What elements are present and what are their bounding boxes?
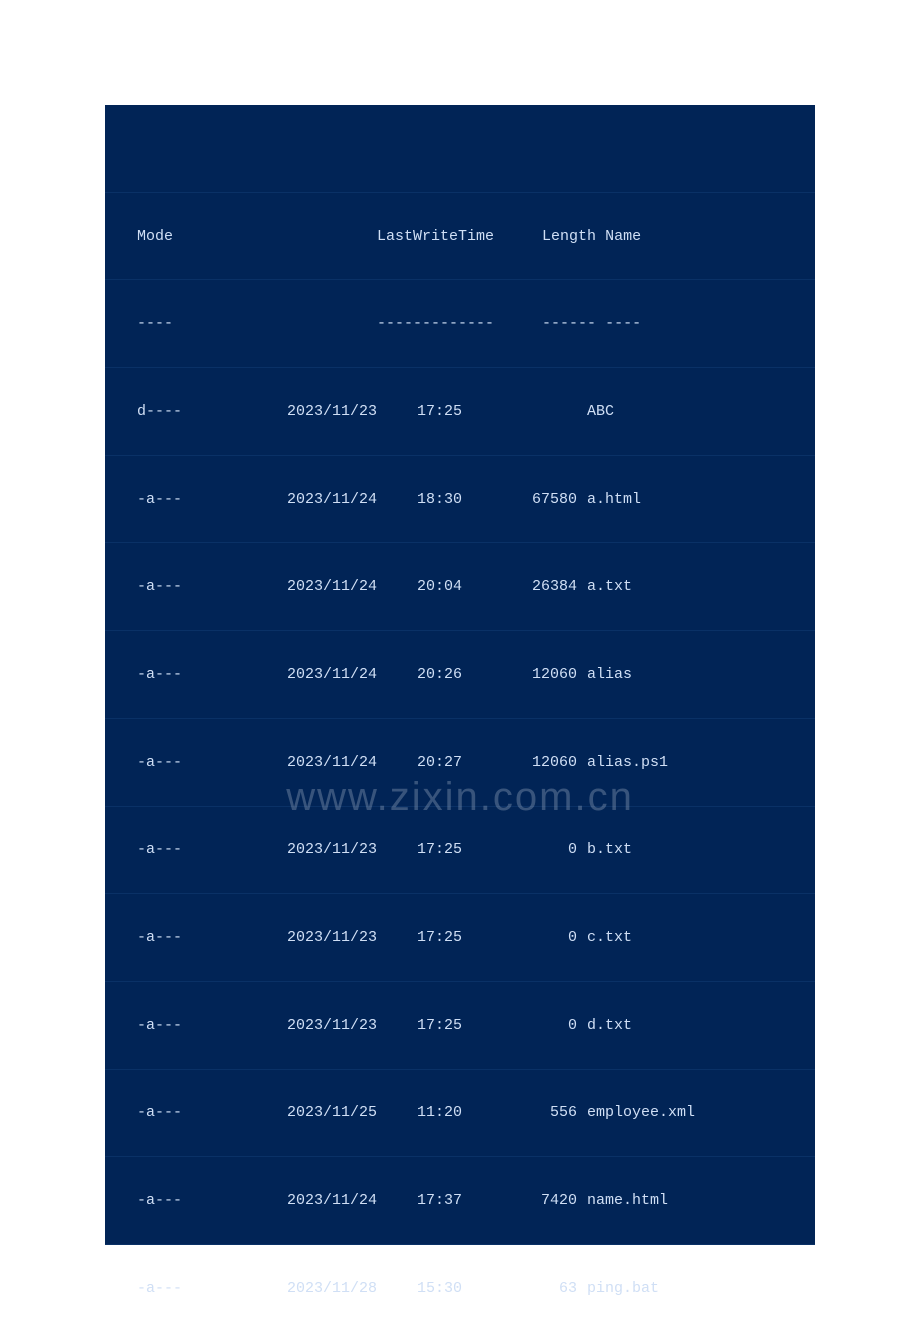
cell-length: 0 (462, 841, 577, 858)
cell-time: 17:25 (377, 841, 462, 858)
cell-mode: -a--- (137, 1192, 212, 1209)
header-mode: Mode (137, 228, 212, 245)
sep-length-name: ------ ---- (494, 315, 641, 332)
cell-time: 20:04 (377, 578, 462, 595)
cell-time: 20:27 (377, 754, 462, 771)
cell-length: 12060 (462, 666, 577, 683)
rows-container: d----2023/11/2317:25ABC-a---2023/11/2418… (105, 368, 815, 1333)
header-row: Mode LastWriteTime Length Name (105, 193, 815, 281)
cell-mode: -a--- (137, 491, 212, 508)
cell-length: 63 (462, 1280, 577, 1297)
cell-date: 2023/11/24 (212, 666, 377, 683)
cell-length: 12060 (462, 754, 577, 771)
cell-date: 2023/11/24 (212, 491, 377, 508)
cell-name: alias.ps1 (577, 754, 668, 771)
cell-time: 17:37 (377, 1192, 462, 1209)
cell-date: 2023/11/24 (212, 578, 377, 595)
table-row: -a---2023/11/2420:0426384a.txt (105, 543, 815, 631)
cell-time: 20:26 (377, 666, 462, 683)
table-row: -a---2023/11/2418:3067580a.html (105, 456, 815, 544)
cell-name: d.txt (577, 1017, 632, 1034)
cell-name: alias (577, 666, 632, 683)
cell-length: 0 (462, 1017, 577, 1034)
cell-time: 18:30 (377, 491, 462, 508)
cell-mode: -a--- (137, 1104, 212, 1121)
cell-name: ABC (577, 403, 614, 420)
cell-name: a.html (577, 491, 641, 508)
cell-name: name.html (577, 1192, 668, 1209)
cell-name: employee.xml (577, 1104, 695, 1121)
separator-row: ---- ------------- ------ ---- (105, 280, 815, 368)
cell-date: 2023/11/23 (212, 929, 377, 946)
cell-mode: -a--- (137, 929, 212, 946)
cell-date: 2023/11/25 (212, 1104, 377, 1121)
cell-name: c.txt (577, 929, 632, 946)
cell-mode: d---- (137, 403, 212, 420)
cell-time: 17:25 (377, 1017, 462, 1034)
cell-length: 67580 (462, 491, 577, 508)
cell-mode: -a--- (137, 841, 212, 858)
header-length-name: Length Name (494, 228, 641, 245)
cell-time: 11:20 (377, 1104, 462, 1121)
cell-time: 17:25 (377, 403, 462, 420)
cell-date: 2023/11/24 (212, 754, 377, 771)
cell-date: 2023/11/24 (212, 1192, 377, 1209)
cell-mode: -a--- (137, 578, 212, 595)
cell-length: 556 (462, 1104, 577, 1121)
cell-time: 17:25 (377, 929, 462, 946)
header-lastwritetime: LastWriteTime (377, 228, 494, 245)
table-row: -a---2023/11/2511:20556employee.xml (105, 1070, 815, 1158)
table-row: -a---2023/11/2815:3063ping.bat (105, 1245, 815, 1333)
cell-date: 2023/11/23 (212, 1017, 377, 1034)
cell-name: b.txt (577, 841, 632, 858)
cell-mode: -a--- (137, 1017, 212, 1034)
cell-mode: -a--- (137, 1280, 212, 1297)
table-row: d----2023/11/2317:25 ABC (105, 368, 815, 456)
cell-length: 0 (462, 929, 577, 946)
table-row: -a---2023/11/2417:377420name.html (105, 1157, 815, 1245)
cell-mode: -a--- (137, 666, 212, 683)
cell-time: 15:30 (377, 1280, 462, 1297)
sep-mode: ---- (137, 315, 212, 332)
cell-length: 7420 (462, 1192, 577, 1209)
cell-length: 26384 (462, 578, 577, 595)
sep-lastwritetime: ------------- (377, 315, 494, 332)
cell-date: 2023/11/28 (212, 1280, 377, 1297)
table-row: -a---2023/11/2420:2712060alias.ps1 (105, 719, 815, 807)
powershell-terminal: Mode LastWriteTime Length Name ---- ----… (105, 105, 815, 1245)
table-row: -a---2023/11/2317:250c.txt (105, 894, 815, 982)
table-row: -a---2023/11/2420:2612060alias (105, 631, 815, 719)
cell-date: 2023/11/23 (212, 841, 377, 858)
cell-date: 2023/11/23 (212, 403, 377, 420)
blank-row (105, 105, 815, 193)
cell-name: a.txt (577, 578, 632, 595)
table-row: -a---2023/11/2317:250d.txt (105, 982, 815, 1070)
cell-name: ping.bat (577, 1280, 659, 1297)
table-row: -a---2023/11/2317:250b.txt (105, 807, 815, 895)
cell-mode: -a--- (137, 754, 212, 771)
